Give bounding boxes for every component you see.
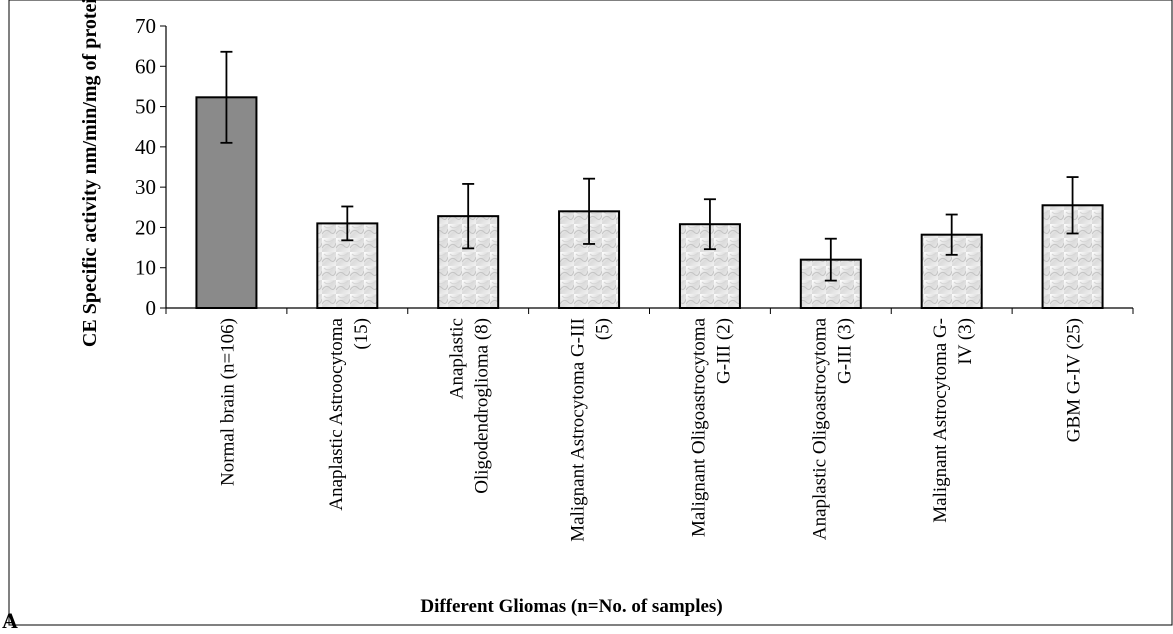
x-tick-label: Malignant Oligoastrocytoma G-III (2) xyxy=(688,317,734,537)
x-tick-label: Anaplastic Oligodendroglioma (8) xyxy=(447,318,493,494)
x-tick-label: Anaplastic Oligoastrocytoma G-III (3) xyxy=(809,317,855,540)
y-tick-label: 10 xyxy=(135,256,156,280)
y-tick-label: 70 xyxy=(135,14,156,38)
panel-label: A xyxy=(2,608,18,633)
x-tick-label: Normal brain (n=106) xyxy=(217,318,238,486)
chart-border xyxy=(8,0,1173,626)
y-tick-label: 40 xyxy=(135,135,156,159)
x-axis-title: Different Gliomas (n=No. of samples) xyxy=(420,596,722,617)
x-tick-label: Malignant Astrocytoma G- IV (3) xyxy=(930,318,976,523)
x-tick-label: Anaplastic Astroocytoma (15) xyxy=(326,317,372,510)
y-tick-label: 20 xyxy=(135,215,156,239)
x-tick-label: GBM G-IV (25) xyxy=(1064,318,1085,442)
y-tick-label: 0 xyxy=(146,296,157,320)
y-tick-label: 30 xyxy=(135,175,156,199)
y-tick-label: 60 xyxy=(135,54,156,78)
x-tick-label: Malignant Astrocytoma G-III (5) xyxy=(568,318,614,542)
y-tick-label: 50 xyxy=(135,95,156,119)
y-axis-title: CE Specific activity nm/min/mg of protei… xyxy=(79,0,101,347)
